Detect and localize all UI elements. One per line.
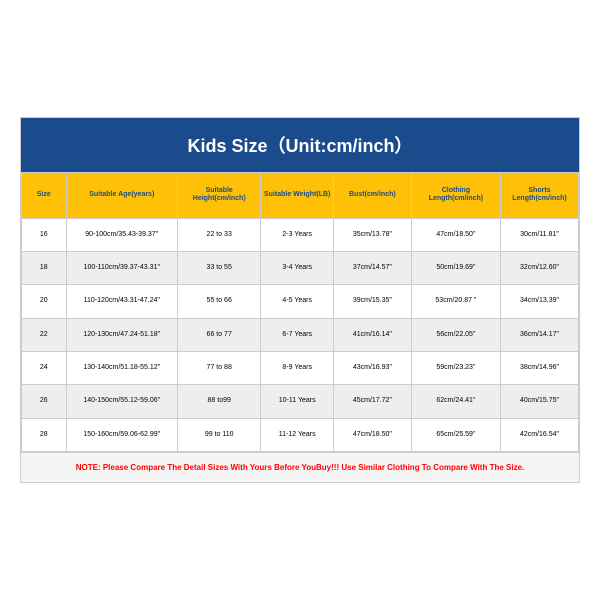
table-cell: 20 <box>22 285 67 318</box>
table-cell: 88 to99 <box>177 385 261 418</box>
table-cell: 2-3 Years <box>261 218 333 251</box>
column-header: Bust(cm/inch) <box>333 172 411 218</box>
table-row: 18100-110cm/39.37-43.31"33 to 553-4 Year… <box>22 251 579 284</box>
table-cell: 55 to 66 <box>177 285 261 318</box>
size-chart-container: Kids Size（Unit:cm/inch） SizeSuitable Age… <box>20 117 580 484</box>
table-cell: 16 <box>22 218 67 251</box>
table-row: 22120-130cm/47.24-51.18"66 to 776-7 Year… <box>22 318 579 351</box>
table-cell: 110-120cm/43.31-47.24" <box>66 285 177 318</box>
table-cell: 99 to 110 <box>177 418 261 451</box>
table-cell: 3-4 Years <box>261 251 333 284</box>
column-header: Suitable Age(years) <box>66 172 177 218</box>
column-header: Size <box>22 172 67 218</box>
table-cell: 10-11 Years <box>261 385 333 418</box>
table-cell: 33 to 55 <box>177 251 261 284</box>
column-header: Clothing Length(cm/inch) <box>411 172 500 218</box>
table-cell: 30cm/11.81" <box>500 218 578 251</box>
table-cell: 38cm/14.96" <box>500 352 578 385</box>
table-cell: 36cm/14.17" <box>500 318 578 351</box>
column-header: Suitable Weight(LB) <box>261 172 333 218</box>
table-cell: 40cm/15.75" <box>500 385 578 418</box>
table-cell: 100-110cm/39.37-43.31" <box>66 251 177 284</box>
table-cell: 11-12 Years <box>261 418 333 451</box>
table-header: SizeSuitable Age(years)Suitable Height(c… <box>22 172 579 218</box>
table-cell: 24 <box>22 352 67 385</box>
table-cell: 45cm/17.72" <box>333 385 411 418</box>
table-cell: 34cm/13.39" <box>500 285 578 318</box>
table-cell: 6-7 Years <box>261 318 333 351</box>
table-cell: 150-160cm/59.06-62.99" <box>66 418 177 451</box>
table-row: 1690-100cm/35.43-39.37"22 to 332-3 Years… <box>22 218 579 251</box>
table-cell: 120-130cm/47.24-51.18" <box>66 318 177 351</box>
table-row: 26140-150cm/55.12-59.06"88 to9910-11 Yea… <box>22 385 579 418</box>
table-cell: 47cm/18.50" <box>333 418 411 451</box>
column-header: Shorts Length(cm/inch) <box>500 172 578 218</box>
table-cell: 22 <box>22 318 67 351</box>
table-cell: 66 to 77 <box>177 318 261 351</box>
table-cell: 28 <box>22 418 67 451</box>
table-cell: 50cm/19.69" <box>411 251 500 284</box>
table-row: 28150-160cm/59.06-62.99"99 to 11011-12 Y… <box>22 418 579 451</box>
table-cell: 32cm/12.60" <box>500 251 578 284</box>
table-cell: 130-140cm/51.18-55.12" <box>66 352 177 385</box>
table-cell: 47cm/18.50" <box>411 218 500 251</box>
table-cell: 56cm/22.05" <box>411 318 500 351</box>
table-cell: 37cm/14.57" <box>333 251 411 284</box>
table-body: 1690-100cm/35.43-39.37"22 to 332-3 Years… <box>22 218 579 452</box>
size-table: SizeSuitable Age(years)Suitable Height(c… <box>21 172 579 453</box>
table-cell: 22 to 33 <box>177 218 261 251</box>
table-cell: 4-5 Years <box>261 285 333 318</box>
table-cell: 62cm/24.41" <box>411 385 500 418</box>
table-cell: 90-100cm/35.43-39.37" <box>66 218 177 251</box>
table-cell: 140-150cm/55.12-59.06" <box>66 385 177 418</box>
table-row: 24130-140cm/51.18-55.12"77 to 888-9 Year… <box>22 352 579 385</box>
table-row: 20110-120cm/43.31-47.24"55 to 664-5 Year… <box>22 285 579 318</box>
table-cell: 43cm/16.93" <box>333 352 411 385</box>
table-cell: 53cm/20.87 " <box>411 285 500 318</box>
table-cell: 65cm/25.59" <box>411 418 500 451</box>
table-cell: 18 <box>22 251 67 284</box>
chart-title: Kids Size（Unit:cm/inch） <box>21 118 579 172</box>
table-cell: 59cm/23.23" <box>411 352 500 385</box>
table-cell: 8-9 Years <box>261 352 333 385</box>
table-cell: 77 to 88 <box>177 352 261 385</box>
note-text: NOTE: Please Compare The Detail Sizes Wi… <box>21 452 579 482</box>
column-header: Suitable Height(cm/inch) <box>177 172 261 218</box>
table-cell: 26 <box>22 385 67 418</box>
table-cell: 41cm/16.14" <box>333 318 411 351</box>
table-cell: 39cm/15.35" <box>333 285 411 318</box>
table-cell: 35cm/13.78" <box>333 218 411 251</box>
table-cell: 42cm/16.54" <box>500 418 578 451</box>
